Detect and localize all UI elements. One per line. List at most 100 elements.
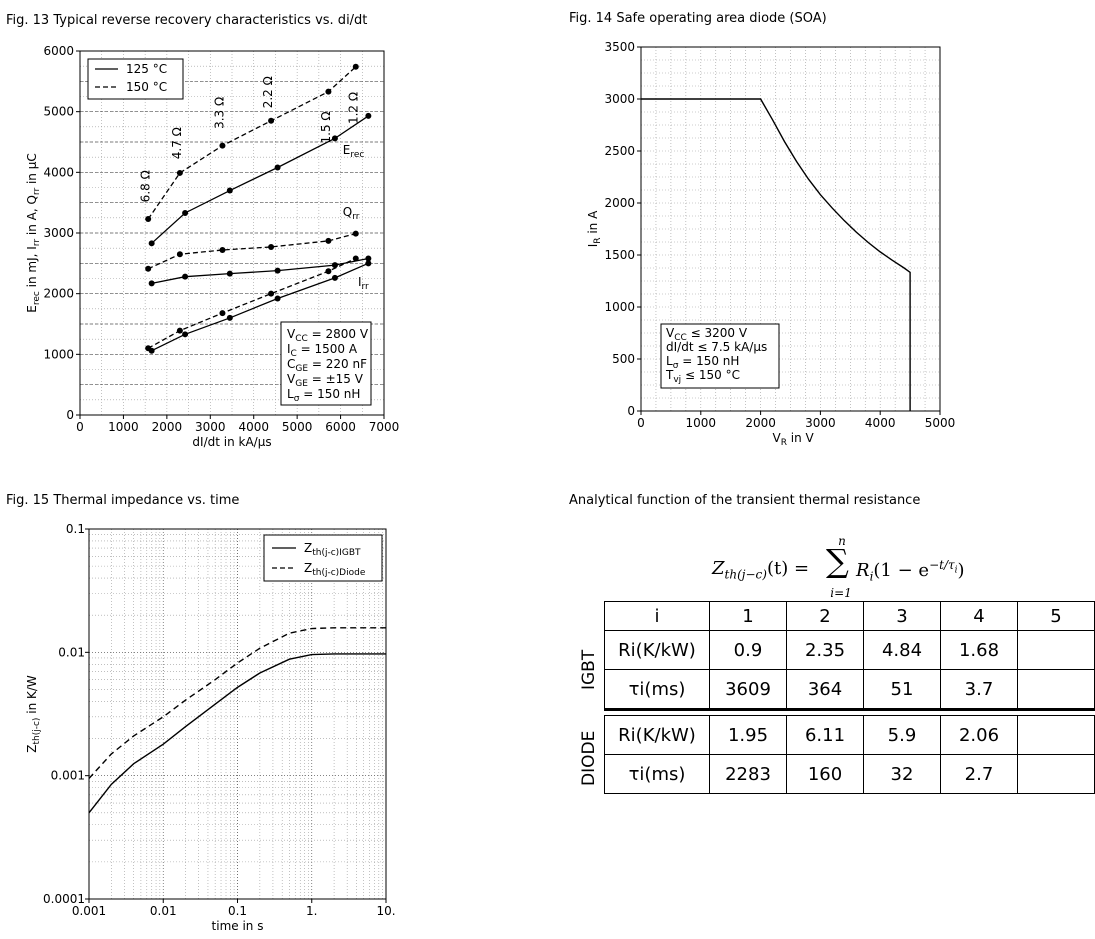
x-tick-label: 10.: [376, 904, 395, 918]
data-point: [268, 117, 275, 124]
condition-text: Tvj ≤ 150 °C: [665, 368, 740, 385]
y-tick-label: 1000: [604, 300, 635, 314]
y-tick-label: 1500: [604, 248, 635, 262]
y-tick-label: 1000: [43, 347, 74, 361]
x-axis-label: time in s: [212, 919, 264, 933]
y-tick-label: 0.01: [58, 645, 85, 659]
y-tick-label: 3500: [604, 40, 635, 54]
group-label-igbt: IGBT: [579, 649, 599, 690]
data-point: [145, 216, 152, 223]
condition-text: VGE = ±15 V: [287, 372, 364, 389]
table-row: τi(ms) 2283 160 32 2.7: [604, 754, 1095, 794]
table-row: Ri(K/kW) 0.9 2.35 4.84 1.68: [604, 630, 1095, 670]
data-point: [145, 265, 152, 272]
fig15-caption: Fig. 15 Thermal impedance vs. time: [6, 493, 240, 508]
data-point: [268, 290, 275, 297]
data-point: [182, 273, 189, 280]
curve-label: Erec: [343, 143, 365, 160]
x-tick-label: 1000: [108, 420, 139, 434]
table-cell: 1.95: [709, 715, 787, 755]
data-point: [365, 112, 372, 119]
plot-frame: [88, 528, 387, 900]
resistor-label: 1.5 Ω: [319, 111, 333, 143]
y-tick-label: 2500: [604, 144, 635, 158]
data-point: [226, 314, 233, 321]
table-cell: 364: [786, 669, 864, 710]
thermal-resistance-table: i 1 2 3 4 5 Ri(K/kW) 0.9 2.35 4.84 1.68 …: [604, 601, 1095, 794]
resistor-label: 4.7 Ω: [170, 127, 184, 159]
table-cell: 2283: [709, 754, 787, 794]
data-point: [274, 267, 281, 274]
data-point: [148, 280, 155, 287]
table-cell: [1017, 669, 1095, 710]
legend-box: [263, 534, 383, 582]
group-label-diode: DIODE: [579, 730, 599, 786]
data-point: [325, 268, 332, 275]
x-tick-label: 0.001: [72, 904, 106, 918]
condition-text: VCC = 2800 V: [287, 327, 369, 344]
data-point: [331, 262, 338, 269]
legend-label: Zth(j-c)Diode: [304, 561, 366, 578]
data-point: [219, 310, 226, 317]
legend-label: 125 °C: [126, 62, 167, 76]
y-tick-label: 2000: [604, 196, 635, 210]
series-line: [151, 257, 369, 284]
row-label: Ri(K/kW): [604, 630, 710, 670]
data-point: [352, 255, 359, 262]
resistor-label: 3.3 Ω: [212, 97, 226, 129]
data-point: [274, 295, 281, 302]
legend-label: 150 °C: [126, 80, 167, 94]
table-header-cell: 5: [1017, 601, 1095, 631]
legend-label: Zth(j-c)IGBT: [304, 541, 361, 558]
data-point: [145, 345, 152, 352]
condition-text: dI/dt ≤ 7.5 kA/µs: [666, 340, 767, 354]
x-tick-label: 4000: [238, 420, 269, 434]
curve-label: Irr: [358, 275, 369, 292]
condition-text: Lσ = 150 nH: [287, 387, 360, 404]
x-tick-label: 0: [76, 420, 84, 434]
resistor-label: 6.8 Ω: [138, 170, 152, 202]
legend-box: [87, 58, 184, 100]
row-label: τi(ms): [604, 669, 710, 710]
x-axis-label: dI/dt in kA/µs: [192, 435, 271, 449]
table-cell: 2.35: [786, 630, 864, 670]
data-point: [325, 88, 332, 95]
analytical-caption: Analytical function of the transient the…: [569, 493, 921, 508]
table-cell: 160: [786, 754, 864, 794]
series-line: [88, 627, 386, 779]
y-tick-label: 0: [66, 408, 74, 422]
table-header-row: i 1 2 3 4 5: [604, 601, 1095, 631]
table-cell: 6.11: [786, 715, 864, 755]
table-header-cell: 2: [786, 601, 864, 631]
data-point: [182, 331, 189, 338]
y-tick-label: 4000: [43, 165, 74, 179]
data-point: [331, 274, 338, 281]
table-header-cell: 3: [863, 601, 941, 631]
table-row: Ri(K/kW) 1.95 6.11 5.9 2.06: [604, 715, 1095, 755]
data-point: [352, 63, 359, 70]
table-header-cell: 4: [940, 601, 1018, 631]
fig14-caption: Fig. 14 Safe operating area diode (SOA): [569, 11, 827, 26]
table-cell: 1.68: [940, 630, 1018, 670]
row-label: τi(ms): [604, 754, 710, 794]
table-cell: [1017, 715, 1095, 755]
table-header-cell: i: [604, 601, 710, 631]
series-line: [88, 653, 386, 814]
x-tick-label: 0: [637, 416, 645, 430]
table-cell: 0.9: [709, 630, 787, 670]
data-point: [331, 135, 338, 142]
x-tick-label: 5000: [925, 416, 956, 430]
table-cell: 2.7: [940, 754, 1018, 794]
y-tick-label: 0.001: [51, 769, 85, 783]
y-tick-label: 5000: [43, 105, 74, 119]
table-cell: 4.84: [863, 630, 941, 670]
y-tick-label: 2000: [43, 287, 74, 301]
y-tick-label: 500: [612, 352, 635, 366]
table-cell: 32: [863, 754, 941, 794]
table-row: τi(ms) 3609 364 51 3.7: [604, 669, 1095, 710]
table-cell: [1017, 630, 1095, 670]
soa-boundary-line: [641, 98, 911, 411]
x-tick-label: 1.: [306, 904, 317, 918]
resistor-label: 1.2 Ω: [347, 92, 361, 124]
x-tick-label: 2000: [745, 416, 776, 430]
